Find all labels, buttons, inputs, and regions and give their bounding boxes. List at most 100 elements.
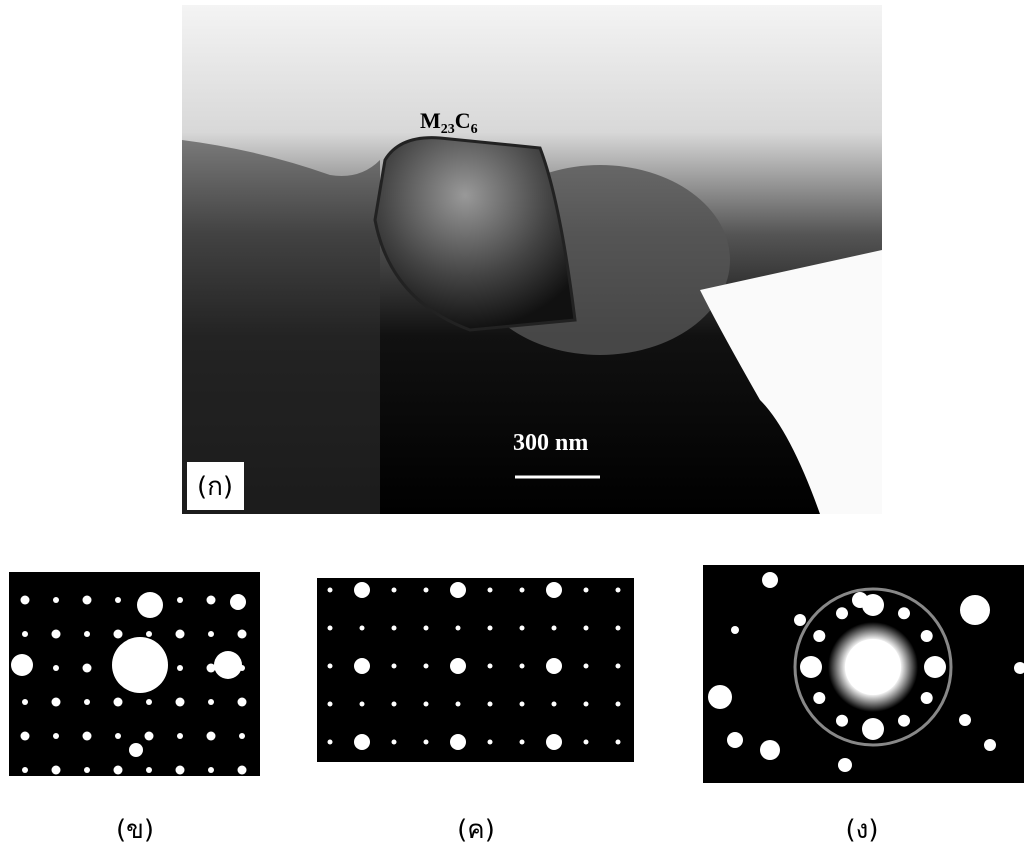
spot xyxy=(727,732,743,748)
spot xyxy=(921,630,933,642)
spot xyxy=(84,767,90,773)
spot xyxy=(960,595,990,625)
spot xyxy=(360,626,365,631)
spot xyxy=(708,685,732,709)
spot xyxy=(354,582,370,598)
phase-subscript: 6 xyxy=(471,122,478,137)
spot xyxy=(450,658,466,674)
spot xyxy=(424,588,429,593)
spot xyxy=(845,639,901,695)
spot xyxy=(392,626,397,631)
spot xyxy=(488,626,493,631)
spot xyxy=(898,607,910,619)
spot xyxy=(177,665,183,671)
spot xyxy=(208,767,214,773)
spot xyxy=(852,592,868,608)
spot xyxy=(800,656,822,678)
spot xyxy=(921,692,933,704)
spot xyxy=(177,733,183,739)
spot xyxy=(392,740,397,745)
spot xyxy=(836,715,848,727)
spot xyxy=(214,651,242,679)
spot xyxy=(520,740,525,745)
spot xyxy=(520,664,525,669)
spot xyxy=(392,664,397,669)
spot xyxy=(794,614,806,626)
spot xyxy=(52,766,61,775)
spot xyxy=(238,766,247,775)
figure: M23C6 300 nm (ก) (ข) (ค) (ง) xyxy=(0,0,1026,849)
spot xyxy=(114,766,123,775)
spot xyxy=(488,664,493,669)
spot xyxy=(552,702,557,707)
spot xyxy=(1014,662,1026,674)
spot xyxy=(207,596,216,605)
spot xyxy=(862,718,884,740)
spot xyxy=(898,715,910,727)
spot xyxy=(424,664,429,669)
spot xyxy=(450,734,466,750)
panel-label: (ก) xyxy=(197,472,233,502)
spot xyxy=(488,740,493,745)
spot xyxy=(328,664,333,669)
spot xyxy=(552,626,557,631)
spot xyxy=(616,626,621,631)
spot xyxy=(21,596,30,605)
spot xyxy=(520,702,525,707)
spot xyxy=(584,664,589,669)
spot xyxy=(21,732,30,741)
phase-subscript: 23 xyxy=(441,122,455,137)
spot xyxy=(424,740,429,745)
spot xyxy=(520,626,525,631)
spot xyxy=(584,588,589,593)
spot xyxy=(354,658,370,674)
spot xyxy=(328,588,333,593)
spot xyxy=(984,739,996,751)
spot xyxy=(813,630,825,642)
spot xyxy=(584,626,589,631)
spot xyxy=(584,702,589,707)
spot xyxy=(137,592,163,618)
spot xyxy=(488,702,493,707)
spot xyxy=(230,594,246,610)
spot xyxy=(53,665,59,671)
spot xyxy=(959,714,971,726)
spot xyxy=(546,658,562,674)
spot xyxy=(22,699,28,705)
panel-label: (ค) xyxy=(457,815,495,845)
spot xyxy=(762,572,778,588)
spot xyxy=(84,631,90,637)
spot xyxy=(450,582,466,598)
phase-text: M xyxy=(420,108,441,133)
spot xyxy=(146,767,152,773)
spot xyxy=(84,699,90,705)
spot xyxy=(546,582,562,598)
spot xyxy=(146,699,152,705)
spot xyxy=(112,637,168,693)
spot xyxy=(83,664,92,673)
spot xyxy=(207,732,216,741)
spot xyxy=(354,734,370,750)
spot xyxy=(129,743,143,757)
phase-text: C xyxy=(455,108,471,133)
spot xyxy=(328,740,333,745)
spot xyxy=(83,596,92,605)
spot xyxy=(239,733,245,739)
spot xyxy=(813,692,825,704)
spot xyxy=(392,588,397,593)
spot xyxy=(145,732,154,741)
spot xyxy=(83,732,92,741)
spot xyxy=(176,630,185,639)
spot xyxy=(115,733,121,739)
spot xyxy=(52,630,61,639)
spot xyxy=(114,698,123,707)
spot xyxy=(177,597,183,603)
spot xyxy=(760,740,780,760)
spot xyxy=(146,631,152,637)
spot xyxy=(114,630,123,639)
spot xyxy=(584,740,589,745)
spot xyxy=(731,626,739,634)
spot xyxy=(52,698,61,707)
spot xyxy=(328,626,333,631)
spot xyxy=(328,702,333,707)
